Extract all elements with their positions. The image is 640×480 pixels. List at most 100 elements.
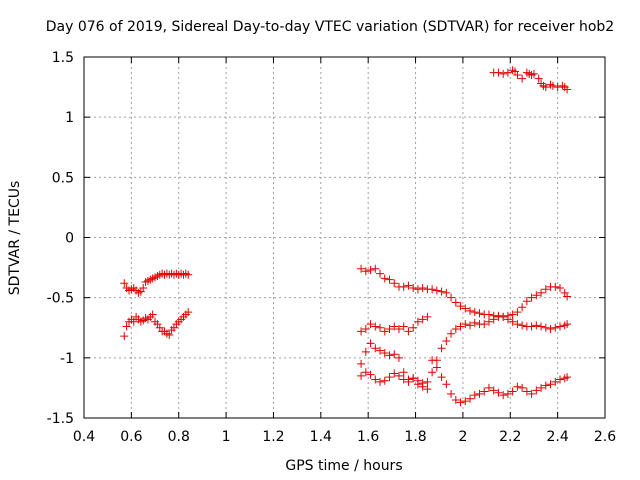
data-point [451,324,460,333]
data-point [390,322,399,331]
data-point [394,371,403,380]
data-point [371,344,380,353]
data-point [451,395,460,404]
data-point [461,320,470,329]
data-point [563,85,572,94]
data-point [423,312,432,321]
data-point [418,284,427,293]
data-point [537,288,546,297]
x-axis-tick-labels: 0.4 0.6 0.8 1 1.2 1.4 1.6 1.8 2 2.2 2.4 2.6 [73,429,616,445]
x-tick-label: 0.8 [168,429,190,445]
data-point [546,324,555,333]
data-point [413,380,422,389]
data-point [484,383,493,392]
data-point [418,382,427,391]
data-point [556,284,565,293]
data-point [394,353,403,362]
data-point [432,286,441,295]
data-point [466,321,475,330]
data-point [404,327,413,336]
data-point [385,373,394,382]
data-point [546,380,555,389]
data-point [518,74,527,83]
data-point [428,368,437,377]
data-point [366,339,375,348]
data-point [184,270,193,279]
data-point [489,315,498,324]
data-point [120,332,129,341]
data-point [409,374,418,383]
data-point [165,330,174,339]
data-point [503,68,512,77]
series-late-b [357,312,572,407]
data-point [376,269,385,278]
y-axis-tick-labels: 1.5 1 0.5 0 -0.5 -1 -1.5 [47,50,74,427]
data-point [385,351,394,360]
data-point [556,322,565,331]
data-point [518,321,527,330]
data-point [380,274,389,283]
data-point [522,297,531,306]
data-point [447,389,456,398]
x-tick-label: 1.8 [404,429,426,445]
data-point [447,329,456,338]
data-point [385,275,394,284]
data-point [534,74,543,83]
x-tick-label: 1.2 [262,429,284,445]
data-point [428,285,437,294]
plot-frame [83,56,606,419]
data-point [537,322,546,331]
data-point [456,398,465,407]
data-point [432,356,441,365]
data-point [423,377,432,386]
data-point [527,293,536,302]
data-point [513,71,522,80]
data-point [404,281,413,290]
x-axis-title: GPS time / hours [285,458,402,474]
data-point [447,293,456,302]
data-point [122,322,131,331]
series-late-d [357,368,432,394]
data-point [385,324,394,333]
data-point [551,377,560,386]
data-point [499,69,508,78]
data-point [442,336,451,345]
x-tick-label: 2.4 [547,429,569,445]
x-tick-label: 2.6 [594,429,616,445]
series-late-a [357,264,572,321]
data-point [432,363,441,372]
data-point [413,317,422,326]
data-point [404,377,413,386]
data-point [508,310,517,319]
y-axis-title: SDTVAR / TECUs [7,181,23,296]
data-point [513,308,522,317]
x-tick-label: 1.6 [357,429,379,445]
data-point [380,349,389,358]
data-point [461,304,470,313]
data-point [451,298,460,307]
data-point [437,373,446,382]
data-point [371,322,380,331]
data-point [409,284,418,293]
data-point [120,279,129,288]
data-point [513,320,522,329]
y-tick-label: -0.5 [47,291,74,307]
data-point [541,323,550,332]
data-point [551,282,560,291]
data-point [494,388,503,397]
data-point [551,323,560,332]
data-point [390,279,399,288]
x-tick-label: 1.4 [310,429,332,445]
data-point [480,387,489,396]
data-point [518,303,527,312]
data-point [357,264,366,273]
data-point [480,320,489,329]
data-point [527,322,536,331]
data-point [532,386,541,395]
data-point [527,389,536,398]
data-point [489,386,498,395]
data-point [399,282,408,291]
data-point [390,369,399,378]
data-point [357,327,366,336]
